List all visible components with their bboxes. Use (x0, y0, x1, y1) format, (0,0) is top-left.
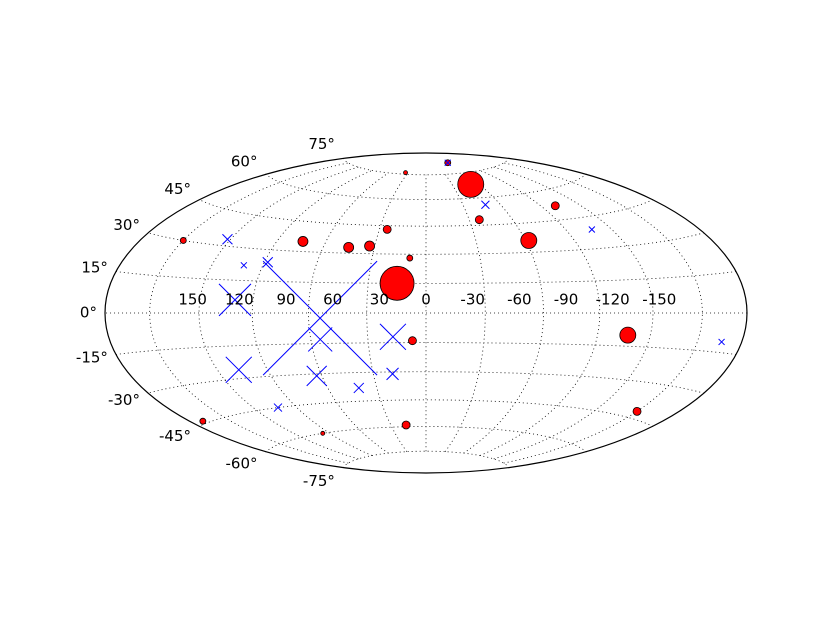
grid-line (198, 166, 359, 460)
data-point (353, 382, 365, 394)
data-point (179, 237, 187, 244)
grid-line (147, 371, 705, 394)
data-point (619, 326, 637, 344)
data-point (225, 356, 253, 384)
y-tick-label: -15° (76, 349, 108, 367)
data-point (481, 200, 490, 210)
data-point (343, 241, 355, 253)
data-point (240, 261, 248, 269)
y-tick-label: -30° (108, 391, 140, 409)
data-point (444, 159, 452, 167)
x-tick-label: 90 (276, 291, 295, 309)
data-point (457, 170, 485, 198)
x-tick-label: 30 (370, 291, 389, 309)
y-tick-label: -60° (225, 455, 257, 473)
grid-line (147, 232, 705, 255)
x-tick-label: 120 (225, 291, 254, 309)
grid-line (149, 162, 349, 464)
x-tick-label: 150 (178, 291, 207, 309)
labels: -75° -60° -45° -30° -15° 0° 15° 30° 45° 60° 75° 150… (76, 135, 676, 490)
data-point (199, 417, 207, 425)
data-point (306, 365, 328, 387)
data-point (403, 170, 408, 176)
data-point (262, 256, 274, 268)
grid-line (463, 172, 544, 454)
y-tick-label: -45° (159, 427, 191, 445)
grid-line (265, 173, 587, 200)
grid-line (308, 172, 389, 454)
data-point (588, 226, 596, 233)
x-tick-label: -120 (596, 291, 630, 309)
data-point (364, 240, 375, 252)
data-point (718, 338, 725, 346)
y-tick-label: 15° (81, 258, 108, 276)
x-tick-label: 0 (421, 291, 431, 309)
data-point (406, 254, 414, 262)
data-point (218, 283, 252, 317)
x-tick-label: -150 (642, 291, 676, 309)
y-tick-label: -75° (303, 472, 335, 490)
data-point (632, 406, 642, 416)
data-point (379, 265, 415, 301)
y-tick-label: 75° (308, 135, 335, 153)
data-point (382, 224, 392, 234)
grid (104, 157, 748, 469)
data-point (386, 367, 399, 381)
data-point (474, 215, 484, 225)
data-point (408, 336, 417, 346)
y-tick-label: 0° (80, 304, 97, 322)
data-point (401, 420, 411, 430)
data-point (273, 403, 283, 412)
x-tick-label: -30 (460, 291, 485, 309)
data-point (307, 327, 333, 352)
data-point (320, 430, 326, 436)
data-point (297, 236, 309, 247)
map-border (104, 152, 748, 474)
grid-line (503, 162, 703, 464)
y-tick-label: 60° (231, 152, 258, 170)
y-tick-label: 45° (164, 180, 191, 198)
x-tick-label: -90 (554, 291, 579, 309)
x-tick-label: 60 (323, 291, 342, 309)
data-point (550, 201, 560, 211)
data-point (520, 232, 538, 249)
data-point (222, 233, 233, 245)
data-point (262, 260, 378, 376)
data-point (379, 323, 407, 351)
y-tick-label: 30° (113, 216, 140, 234)
x-tick-label: -60 (507, 291, 532, 309)
grid-line (493, 166, 654, 460)
marks (179, 159, 725, 436)
